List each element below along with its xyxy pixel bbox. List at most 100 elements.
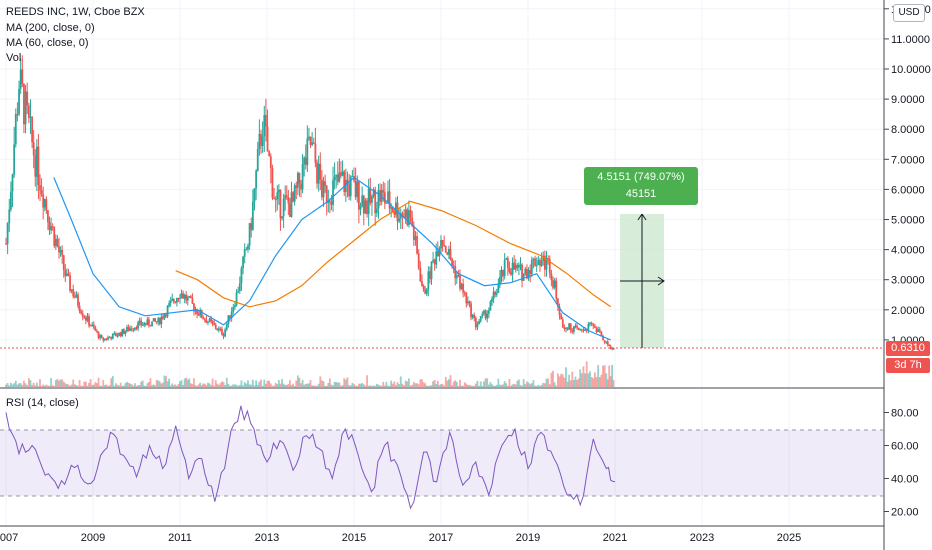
candle-body [443,245,446,247]
candle-body [140,320,143,326]
candle-body [196,309,198,315]
candle-body [59,250,62,253]
legend-vol[interactable]: Vol [6,52,22,64]
candle-body [356,181,359,198]
candle-body [565,327,567,329]
volume-bar [163,375,166,387]
candle-body [177,298,180,300]
candle-body [484,310,487,319]
candle-body [529,270,532,275]
volume-bar [354,385,357,387]
volume-bar [443,385,446,387]
rsi-tick-label: 40.00 [891,474,919,486]
candle-body [193,303,195,312]
volume-bar [162,382,164,387]
volume-bar [172,385,175,387]
candle-body [47,210,49,223]
legend-ma200[interactable]: MA (200, close, 0) [6,22,95,34]
volume-bar [23,380,25,387]
candle-body [287,197,290,204]
candle-body [534,258,536,266]
candle-body [580,329,583,331]
volume-bar [519,384,522,387]
candle-body [314,143,317,163]
candle-body [152,318,155,322]
volume-bar [338,382,341,387]
volume-bar [67,384,70,387]
volume-bar [122,385,125,387]
candle-body [118,332,120,336]
volume-bar [37,385,40,387]
volume-bar [177,383,180,387]
volume-bar [406,381,409,387]
candle-body [603,340,606,343]
volume-bar [277,380,280,387]
candle-body [354,180,357,198]
candle-body [243,249,246,257]
candle-body [235,292,238,306]
volume-bar [577,378,580,387]
volume-bar [21,384,24,387]
volume-bar [62,381,65,387]
legend-rsi[interactable]: RSI (14, close) [6,397,79,409]
candle-body [186,297,189,301]
volume-bar [143,385,146,387]
candle-body [312,142,315,144]
legend-ma60[interactable]: MA (60, close, 0) [6,37,89,49]
candle-body [387,191,389,203]
volume-bar [611,364,613,387]
volume-bar [237,385,240,387]
volume-bar [208,383,211,387]
volume-bar [158,381,161,387]
candle-body [503,259,506,277]
candle-body [433,259,436,265]
volume-bar [121,385,124,387]
volume-bar [417,384,420,387]
volume-bar [18,383,20,387]
volume-bar [175,385,178,387]
volume-bar [207,382,209,387]
candle-body [449,248,452,260]
candle-body [240,268,243,284]
volume-bar [486,378,489,387]
volume-bar [19,383,22,387]
candle-body [543,255,546,270]
candle-body [346,179,349,184]
candle-body [166,306,169,317]
candle-body [290,192,293,217]
volume-bar [513,383,516,387]
candle-body [40,190,43,195]
candle-body [8,209,11,224]
volume-bar [518,379,520,387]
volume-bar [349,385,352,387]
candle-body [448,248,450,255]
ma200-line [175,200,612,308]
candle-body [446,252,449,255]
candle-body [107,337,109,340]
volume-bar [66,383,68,387]
candle-body [261,136,264,146]
candle-body [172,298,175,302]
volume-bar [348,385,351,387]
candle-body [393,212,396,215]
candle-body [292,192,294,202]
candle-body [593,325,596,328]
candle-body [100,335,103,338]
candle-body [353,176,355,181]
volume-bar [134,383,136,387]
volume-bar [130,384,133,387]
rsi-tick-label: 60.00 [891,441,919,453]
candle-body [169,300,172,304]
candle-body [298,172,301,184]
volume-bar [328,378,331,387]
volume-bar [152,384,155,387]
x-tick-label: 2009 [81,532,105,544]
volume-bar [124,383,127,387]
candle-body [597,329,600,333]
volume-bar [476,380,479,387]
candle-body [474,317,477,328]
volume-bar [367,385,370,387]
currency-button[interactable]: USD [893,4,925,22]
volume-bar [484,378,487,387]
